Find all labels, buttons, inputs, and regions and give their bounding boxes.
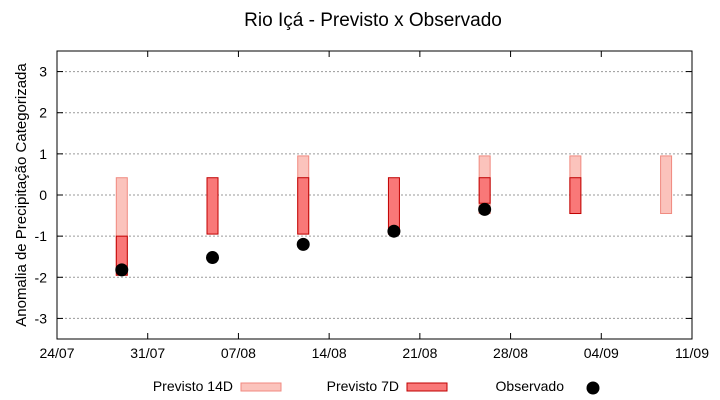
y-tick-label: -1 bbox=[35, 228, 48, 244]
observed-point bbox=[387, 224, 401, 238]
x-tick-label: 14/08 bbox=[312, 345, 347, 361]
y-axis-label: Anomalia de Precipitação Categorizada bbox=[13, 63, 30, 327]
x-tick-label: 28/08 bbox=[493, 345, 528, 361]
legend-label-7d: Previsto 7D bbox=[327, 378, 399, 394]
x-tick-label: 31/07 bbox=[130, 345, 165, 361]
forecast-7d-bar bbox=[297, 177, 310, 235]
forecast-7d-bar bbox=[569, 177, 582, 215]
observed-point bbox=[206, 251, 220, 265]
forecast-14d-bar bbox=[660, 155, 673, 215]
legend-swatch-14d bbox=[240, 382, 282, 392]
observed-point bbox=[115, 263, 129, 277]
chart-title: Rio Içá - Previsto x Observado bbox=[244, 10, 502, 31]
y-tick-label: 3 bbox=[39, 64, 47, 80]
range-bars bbox=[115, 155, 673, 276]
x-tick-label: 21/08 bbox=[402, 345, 437, 361]
legend-marker-observed bbox=[586, 381, 600, 395]
axis-ticks: -3 -2 -1 0 1 2 3 24/07 31/07 07/08 14/08 21/08 28/08… bbox=[35, 51, 709, 361]
y-tick-label: 1 bbox=[39, 146, 47, 162]
legend-label-observed: Observado bbox=[496, 378, 565, 394]
y-tick-label: 2 bbox=[39, 105, 47, 121]
x-tick-label: 04/09 bbox=[584, 345, 619, 361]
y-tick-label: 0 bbox=[39, 187, 47, 203]
observed-point bbox=[478, 202, 492, 216]
x-tick-label: 11/09 bbox=[675, 345, 709, 361]
legend-label-14d: Previsto 14D bbox=[153, 378, 233, 394]
y-tick-label: -2 bbox=[35, 269, 48, 285]
forecast-7d-bar bbox=[478, 177, 491, 204]
x-tick-label: 07/08 bbox=[221, 345, 256, 361]
observed-points bbox=[115, 202, 492, 277]
legend: Previsto 14D Previsto 7D Observado bbox=[153, 378, 600, 395]
legend-swatch-7d bbox=[406, 382, 448, 392]
observed-point bbox=[296, 237, 310, 251]
x-tick-label: 24/07 bbox=[39, 345, 74, 361]
forecast-7d-bar bbox=[206, 177, 219, 235]
y-tick-label: -3 bbox=[35, 310, 48, 326]
grid-lines bbox=[57, 71, 692, 319]
